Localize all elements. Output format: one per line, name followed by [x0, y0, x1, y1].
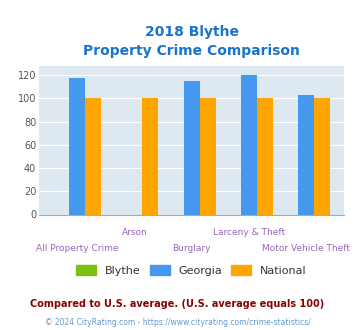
Text: © 2024 CityRating.com - https://www.cityrating.com/crime-statistics/: © 2024 CityRating.com - https://www.city…	[45, 318, 310, 327]
Legend: Blythe, Georgia, National: Blythe, Georgia, National	[72, 261, 311, 280]
Bar	[142, 98, 158, 214]
Title: 2018 Blythe
Property Crime Comparison: 2018 Blythe Property Crime Comparison	[83, 25, 300, 58]
Text: Burglary: Burglary	[173, 244, 211, 253]
Bar	[241, 75, 257, 215]
Text: Larceny & Theft: Larceny & Theft	[213, 228, 285, 237]
Bar	[315, 98, 331, 214]
Bar	[85, 98, 101, 214]
Bar	[184, 81, 200, 214]
Bar	[69, 78, 85, 214]
Text: All Property Crime: All Property Crime	[36, 244, 118, 253]
Text: Motor Vehicle Theft: Motor Vehicle Theft	[262, 244, 350, 253]
Bar	[298, 95, 315, 214]
Bar	[257, 98, 273, 214]
Bar	[200, 98, 216, 214]
Text: Arson: Arson	[121, 228, 147, 237]
Text: Compared to U.S. average. (U.S. average equals 100): Compared to U.S. average. (U.S. average …	[31, 299, 324, 309]
